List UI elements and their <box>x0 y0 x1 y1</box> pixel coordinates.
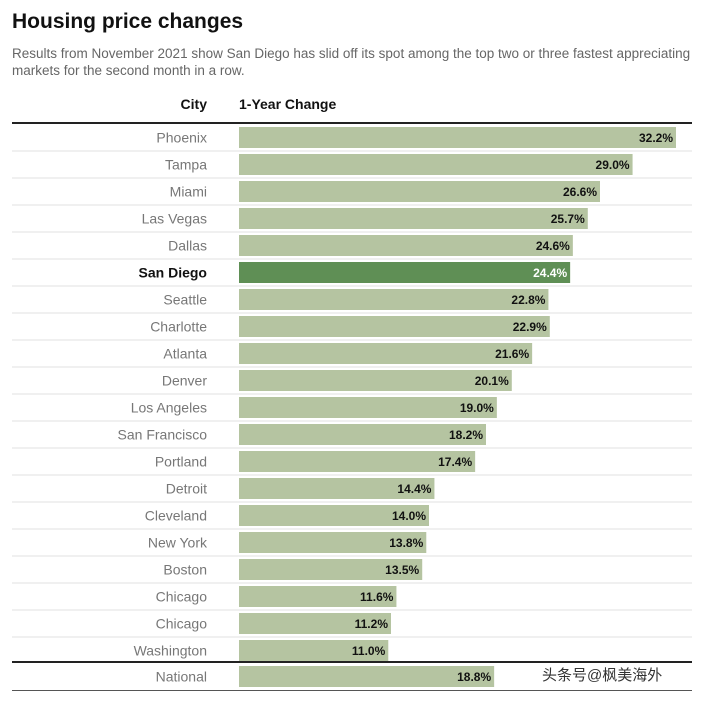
value-label: 11.6% <box>360 590 394 604</box>
city-label: Chicago <box>156 616 208 632</box>
value-label: 22.8% <box>511 293 545 307</box>
city-label: Tampa <box>165 157 207 173</box>
bar-seattle <box>239 289 549 310</box>
value-label: 25.7% <box>551 212 585 226</box>
city-label: Miami <box>170 184 207 200</box>
value-label: 11.2% <box>355 617 389 631</box>
value-label: 14.4% <box>397 482 431 496</box>
bar-portland <box>239 451 476 472</box>
bar-las-vegas <box>239 208 588 229</box>
bar-detroit <box>239 478 435 499</box>
bar-denver <box>239 370 512 391</box>
city-label: Las Vegas <box>142 211 207 227</box>
national-rule <box>12 661 692 663</box>
bar-san-diego <box>239 262 571 283</box>
value-label: 14.0% <box>392 509 426 523</box>
value-label: 26.6% <box>563 185 597 199</box>
city-label: Atlanta <box>163 346 207 362</box>
bar-los-angeles <box>239 397 497 418</box>
value-label: 22.9% <box>513 320 547 334</box>
value-label: 18.2% <box>449 428 483 442</box>
city-label: Chicago <box>156 589 208 605</box>
city-label: Portland <box>155 454 207 470</box>
bottom-rule <box>12 690 692 691</box>
bar-charlotte <box>239 316 550 337</box>
bar-san-francisco <box>239 424 486 445</box>
bar-cleveland <box>239 505 429 526</box>
chart-title: Housing price changes <box>12 10 244 33</box>
bar-boston <box>239 559 423 580</box>
bar-chicago <box>239 613 391 634</box>
city-label: Cleveland <box>145 508 207 524</box>
city-label: Phoenix <box>156 130 207 146</box>
bar-new-york <box>239 532 427 553</box>
city-label: Charlotte <box>150 319 207 335</box>
bar-chicago <box>239 586 397 607</box>
bar-national <box>239 666 495 687</box>
value-label: 18.8% <box>457 670 491 684</box>
city-label: National <box>156 669 207 685</box>
bar-washington <box>239 640 389 661</box>
value-label: 24.4% <box>533 266 567 280</box>
city-label: Detroit <box>166 481 207 497</box>
value-label: 21.6% <box>495 347 529 361</box>
change-column-header: 1-Year Change <box>239 96 337 112</box>
city-label: New York <box>148 535 208 551</box>
value-label: 29.0% <box>596 158 630 172</box>
city-label: San Diego <box>139 265 207 281</box>
bar-atlanta <box>239 343 533 364</box>
city-label: Boston <box>163 562 207 578</box>
bar-tampa <box>239 154 633 175</box>
city-column-header: City <box>180 96 207 112</box>
value-label: 17.4% <box>438 455 472 469</box>
watermark: 头条号@枫美海外 <box>540 664 665 685</box>
value-label: 32.2% <box>639 131 673 145</box>
value-label: 24.6% <box>536 239 570 253</box>
city-label: San Francisco <box>118 427 208 443</box>
value-label: 13.8% <box>389 536 423 550</box>
header-rule <box>12 122 692 124</box>
bar-phoenix <box>239 127 676 148</box>
city-label: Denver <box>162 373 207 389</box>
city-label: Seattle <box>163 292 207 308</box>
bar-dallas <box>239 235 573 256</box>
value-label: 20.1% <box>475 374 509 388</box>
bar-miami <box>239 181 600 202</box>
city-label: Washington <box>134 643 207 659</box>
chart-subtitle: Results from November 2021 show San Dieg… <box>12 46 691 78</box>
city-label: Los Angeles <box>131 400 207 416</box>
value-label: 11.0% <box>352 644 386 658</box>
city-label: Dallas <box>168 238 207 254</box>
value-label: 19.0% <box>460 401 494 415</box>
value-label: 13.5% <box>385 563 419 577</box>
